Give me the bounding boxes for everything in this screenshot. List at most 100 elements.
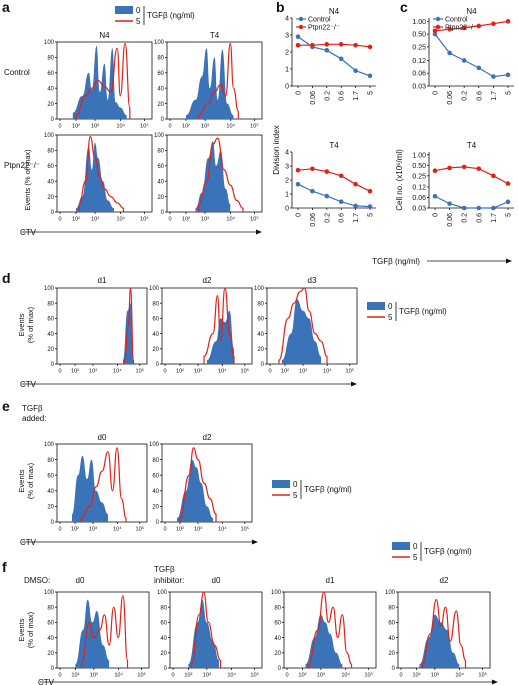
c-n4-series-0-point [491,74,496,79]
a-hist-2-ytick-label: 0 [51,210,55,216]
a-hist-0-ytick-label: 60 [47,71,54,77]
f-hist-1-ytick-label: 20 [160,651,167,657]
d-hist-0-xtick-label: 10⁵ [136,368,145,375]
a-legend-swatch-0 [115,6,133,14]
d-hist-2-xtick-label: 10⁴ [323,368,332,375]
f-legend-swatch-0 [392,542,410,550]
b-legend-label-1: Ptpn22⁻/⁻ [308,25,340,32]
bc-xlabel: TGFβ (ng/ml) [372,257,420,266]
e-hist-1-ytick-label: 0 [156,520,160,526]
panel-letter-e: e [2,398,10,414]
e-hist-1-xtick-label: 10⁵ [241,526,250,533]
e-header-line2: added: [22,414,46,423]
f-hist-3-ytick-label: 60 [388,621,395,627]
c-n4-xtick-label: 5 [506,91,513,95]
c-n4-series-0-point [432,31,438,37]
d-legend-unit: TGFβ (ng/ml) [399,307,447,316]
f-xlabel: CTV [38,678,55,685]
a-xlabel: CTV [20,228,37,237]
c-t4-ytick-label: 0.12 [412,184,426,191]
c-legend-label-0: Control [445,17,468,24]
f-hist-2-xtick-label: 10⁴ [341,672,350,679]
c-n4-xtick-label: 0.06 [447,91,454,105]
a-hist-0-ytick-label: 40 [47,86,54,92]
b-n4-ytick-label: 2 [285,50,289,57]
b-n4-series-0-point [338,56,344,62]
a-hist-2-ytick-label: 100 [44,133,55,139]
a-hist-3-ytick-label: 60 [157,164,164,170]
f-legend-label-5: 5 [413,553,418,562]
e-hist-1-series-0 [177,459,213,522]
b-t4-ytick-label: 2 [285,178,289,185]
f-hist-2-ytick-label: 0 [278,666,282,672]
d-hist-2-ytick-label: 80 [257,301,264,307]
b-n4-xtick-label: 1.7 [353,91,360,101]
f-label-dmso: DMSO: [24,576,50,585]
a-hist-1-ytick-label: 40 [157,86,164,92]
f-title: d2 [440,576,449,585]
a-hist-1-ytick-label: 0 [161,117,165,123]
d-hist-0-ytick-label: 20 [47,347,54,353]
b-n4-series-1-point [324,42,330,47]
a-row-label: Ptpn22⁻/⁻ [4,161,40,170]
b-t4-ytick-label: 0 [285,206,289,213]
b-t4-series-1-point [353,181,358,187]
c-n4-xtick-label: 0.6 [476,91,483,101]
c-n4-series-1-point [491,21,496,27]
c-t4-series-0-point [461,205,467,211]
c-n4-series-1-point [432,28,438,34]
b-n4-series-1-point [310,42,315,48]
c-t4-ytick-label: 0.03 [412,206,426,213]
e-hist-0-xtick-label: 10⁴ [113,526,122,533]
b-n4-series-0-point [367,73,373,79]
e-legend-label-0: 0 [293,480,298,489]
panel-letter-f: f [2,559,7,575]
a-hist-2-series-0 [76,142,114,212]
b-n4-series-1-point [295,42,301,48]
a-hist-1-xtick-label: 10³ [201,124,209,130]
b-t4-series-0-point [353,203,358,209]
c-t4-title: T4 [467,141,477,150]
d-hist-1-series-0 [207,310,234,364]
c-t4-ytick-label: 0.50 [412,163,426,170]
a-hist-0-ytick-label: 20 [47,102,54,108]
a-row-label: Control [4,68,30,77]
b-n4-ytick-label: 4 [285,16,289,23]
a-hist-1-series-5 [198,42,239,120]
b-legend-marker-1 [298,24,304,30]
d-hist-1-xtick-label: 0 [163,369,166,375]
c-t4-series-1-point [447,165,452,171]
e-hist-0-ytick-label: 80 [47,458,54,464]
f-hist-0-xtick-label: 0 [58,673,61,679]
f-hist-1-xtick-label: 0 [171,673,174,679]
d-hist-2-ytick-label: 20 [257,347,264,353]
f-hist-2-ytick-label: 40 [274,636,281,642]
a-hist-2-ytick-label: 60 [47,164,54,170]
b-n4-series-1-point [353,42,358,48]
d-hist-0-xtick-label: 10⁴ [113,368,122,375]
b-t4-series-line-1 [297,168,371,192]
c-legend-marker-0 [435,16,441,22]
d-hist-0-ytick-label: 0 [51,362,55,368]
b-n4-xtick-label: 0.6 [339,91,346,101]
d-hist-2-xtick-label: 10⁵ [346,368,355,375]
a-hist-3-xtick-label: 10² [182,217,190,223]
bc-arrow-head [506,258,512,264]
f-hist-2-ytick-label: 20 [274,651,281,657]
a-hist-3-ytick-label: 20 [157,195,164,201]
f-hist-2-ytick-label: 80 [274,605,281,611]
a-hist-1-xtick-label: 10⁴ [226,123,235,130]
a-hist-3-series-5 [198,137,244,213]
d-title: d1 [98,276,107,285]
a-legend-label-5: 5 [136,17,141,26]
d-hist-2-ytick-label: 0 [261,362,265,368]
c-n4-xtick-label: 0.2 [462,91,469,101]
f-label-inhibitor: inhibitor: [154,576,184,585]
d-hist-2-series-5 [278,287,328,364]
f-hist-3-ytick-label: 100 [385,590,396,596]
c-t4-series-line-0 [434,195,509,209]
a-hist-0-xtick-label: 0 [58,124,61,130]
d-hist-1-ytick-label: 60 [152,317,159,323]
c-n4-series-0-point [447,50,452,56]
f-hist-1-series-5 [190,591,222,668]
